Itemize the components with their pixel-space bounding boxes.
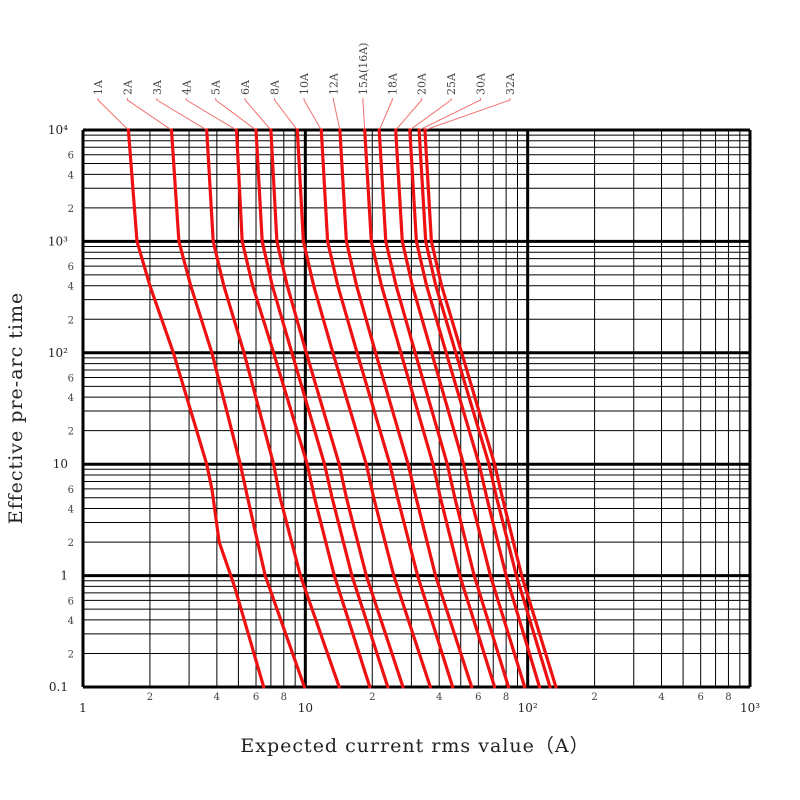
- rating-label-25A: 25A: [445, 72, 458, 95]
- x-tick-label: 6: [253, 692, 259, 703]
- rating-label-8A: 8A: [269, 79, 282, 95]
- curve-4A: [234, 128, 372, 689]
- leader-30A: [418, 98, 482, 131]
- y-tick-label: 1: [60, 569, 68, 583]
- leader-5A: [215, 98, 257, 131]
- curve-18A: [377, 128, 511, 689]
- x-tick-label: 10²: [518, 701, 538, 715]
- curve-25A: [408, 128, 542, 689]
- x-tick-label: 6: [475, 692, 481, 703]
- leader-10A: [303, 98, 322, 131]
- curve-30A: [417, 128, 552, 689]
- curve-15A(16A): [363, 128, 497, 689]
- curve-12A: [338, 128, 474, 689]
- curve-32A: [423, 128, 558, 689]
- y-tick-label: 4: [68, 616, 74, 627]
- y-axis-title: Effective pre-arc time: [5, 292, 27, 525]
- leader-6A: [244, 98, 272, 131]
- rating-label-20A: 20A: [416, 72, 429, 95]
- y-tick-label: 2: [68, 649, 74, 660]
- curve-5A: [254, 128, 390, 689]
- y-tick-label: 2: [68, 315, 74, 326]
- y-tick-labels: 0.1 2 4 6 1 2 4 6 10 2 4 6 10² 2 4 6 10³ 2 4 6 10⁴: [48, 123, 74, 694]
- rating-labels: 1A 2A 3A 4A 5A 6A 8A 10A 12A 15A(16A) 18A 20A 25A 30A…: [92, 43, 517, 95]
- y-tick-label: 4: [68, 393, 74, 404]
- curve-6A: [269, 128, 405, 689]
- y-tick-label: 10: [53, 457, 68, 471]
- x-tick-label: 2: [591, 692, 597, 703]
- curve-1A: [126, 128, 266, 689]
- leader-1A: [97, 98, 129, 131]
- leader-32A: [424, 98, 511, 131]
- rating-label-5A: 5A: [210, 79, 223, 95]
- x-tick-label: 2: [369, 692, 375, 703]
- rating-label-10A: 10A: [298, 72, 311, 95]
- x-tick-label: 4: [436, 692, 442, 703]
- x-tick-label: 10: [298, 701, 313, 715]
- rating-label-3A: 3A: [151, 79, 164, 95]
- curve-20A: [394, 128, 527, 689]
- leader-18A: [378, 98, 393, 131]
- y-tick-label: 6: [68, 485, 74, 496]
- x-tick-label: 6: [697, 692, 703, 703]
- leader-3A: [156, 98, 207, 131]
- leader-12A: [332, 98, 341, 131]
- y-tick-label: 4: [68, 282, 74, 293]
- rating-label-30A: 30A: [475, 72, 488, 95]
- rating-label-6A: 6A: [239, 79, 252, 95]
- x-tick-label: 1: [79, 701, 87, 715]
- y-tick-label: 2: [68, 538, 74, 549]
- leader-25A: [409, 98, 452, 131]
- x-tick-label: 8: [725, 692, 731, 703]
- rating-leader-lines: [97, 98, 511, 131]
- y-tick-label: 6: [68, 151, 74, 162]
- x-tick-label: 10³: [740, 701, 760, 715]
- y-tick-label: 2: [68, 427, 74, 438]
- y-tick-label: 4: [68, 505, 74, 516]
- rating-label-18A: 18A: [386, 72, 399, 95]
- curve-8A: [295, 128, 432, 689]
- rating-label-15A(16A): 15A(16A): [357, 43, 370, 95]
- y-tick-label: 2: [68, 204, 74, 215]
- leader-4A: [185, 98, 237, 131]
- y-tick-label: 10²: [48, 346, 68, 360]
- y-tick-label: 10³: [48, 234, 68, 248]
- leader-8A: [274, 98, 298, 131]
- rating-label-32A: 32A: [504, 72, 517, 95]
- x-axis-title: Expected current rms value（A）: [240, 735, 589, 757]
- curve-2A: [169, 128, 306, 689]
- rating-label-1A: 1A: [92, 79, 105, 95]
- x-tick-label: 2: [147, 692, 153, 703]
- y-tick-label: 6: [68, 596, 74, 607]
- leader-20A: [395, 98, 423, 131]
- y-tick-label: 6: [68, 374, 74, 385]
- rating-label-12A: 12A: [327, 72, 340, 95]
- x-tick-label: 8: [503, 692, 509, 703]
- rating-label-2A: 2A: [121, 79, 134, 95]
- x-tick-label: 4: [214, 692, 220, 703]
- y-tick-label: 4: [68, 170, 74, 181]
- leader-2A: [126, 98, 172, 131]
- fuse-curves: [126, 128, 558, 689]
- curve-3A: [205, 128, 341, 689]
- x-tick-label: 8: [281, 692, 287, 703]
- y-tick-label: 6: [68, 262, 74, 273]
- x-tick-labels: 1 2 4 6 8 10 2 4 6 8 10² 2 4 6 8 10³: [79, 692, 760, 715]
- rating-label-4A: 4A: [180, 79, 193, 95]
- y-tick-label: 0.1: [49, 680, 68, 694]
- curve-10A: [319, 128, 455, 689]
- y-tick-label: 10⁴: [48, 123, 68, 137]
- leader-15A(16A): [362, 98, 366, 131]
- x-tick-label: 4: [658, 692, 664, 703]
